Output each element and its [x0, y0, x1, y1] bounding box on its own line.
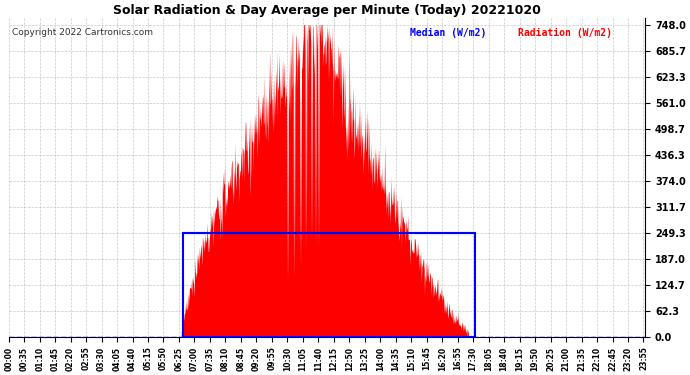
- Text: Radiation (W/m2): Radiation (W/m2): [518, 28, 612, 38]
- Title: Solar Radiation & Day Average per Minute (Today) 20221020: Solar Radiation & Day Average per Minute…: [113, 4, 541, 17]
- Text: Copyright 2022 Cartronics.com: Copyright 2022 Cartronics.com: [12, 28, 153, 37]
- Bar: [184, 233, 475, 337]
- Text: Median (W/m2): Median (W/m2): [410, 28, 486, 38]
